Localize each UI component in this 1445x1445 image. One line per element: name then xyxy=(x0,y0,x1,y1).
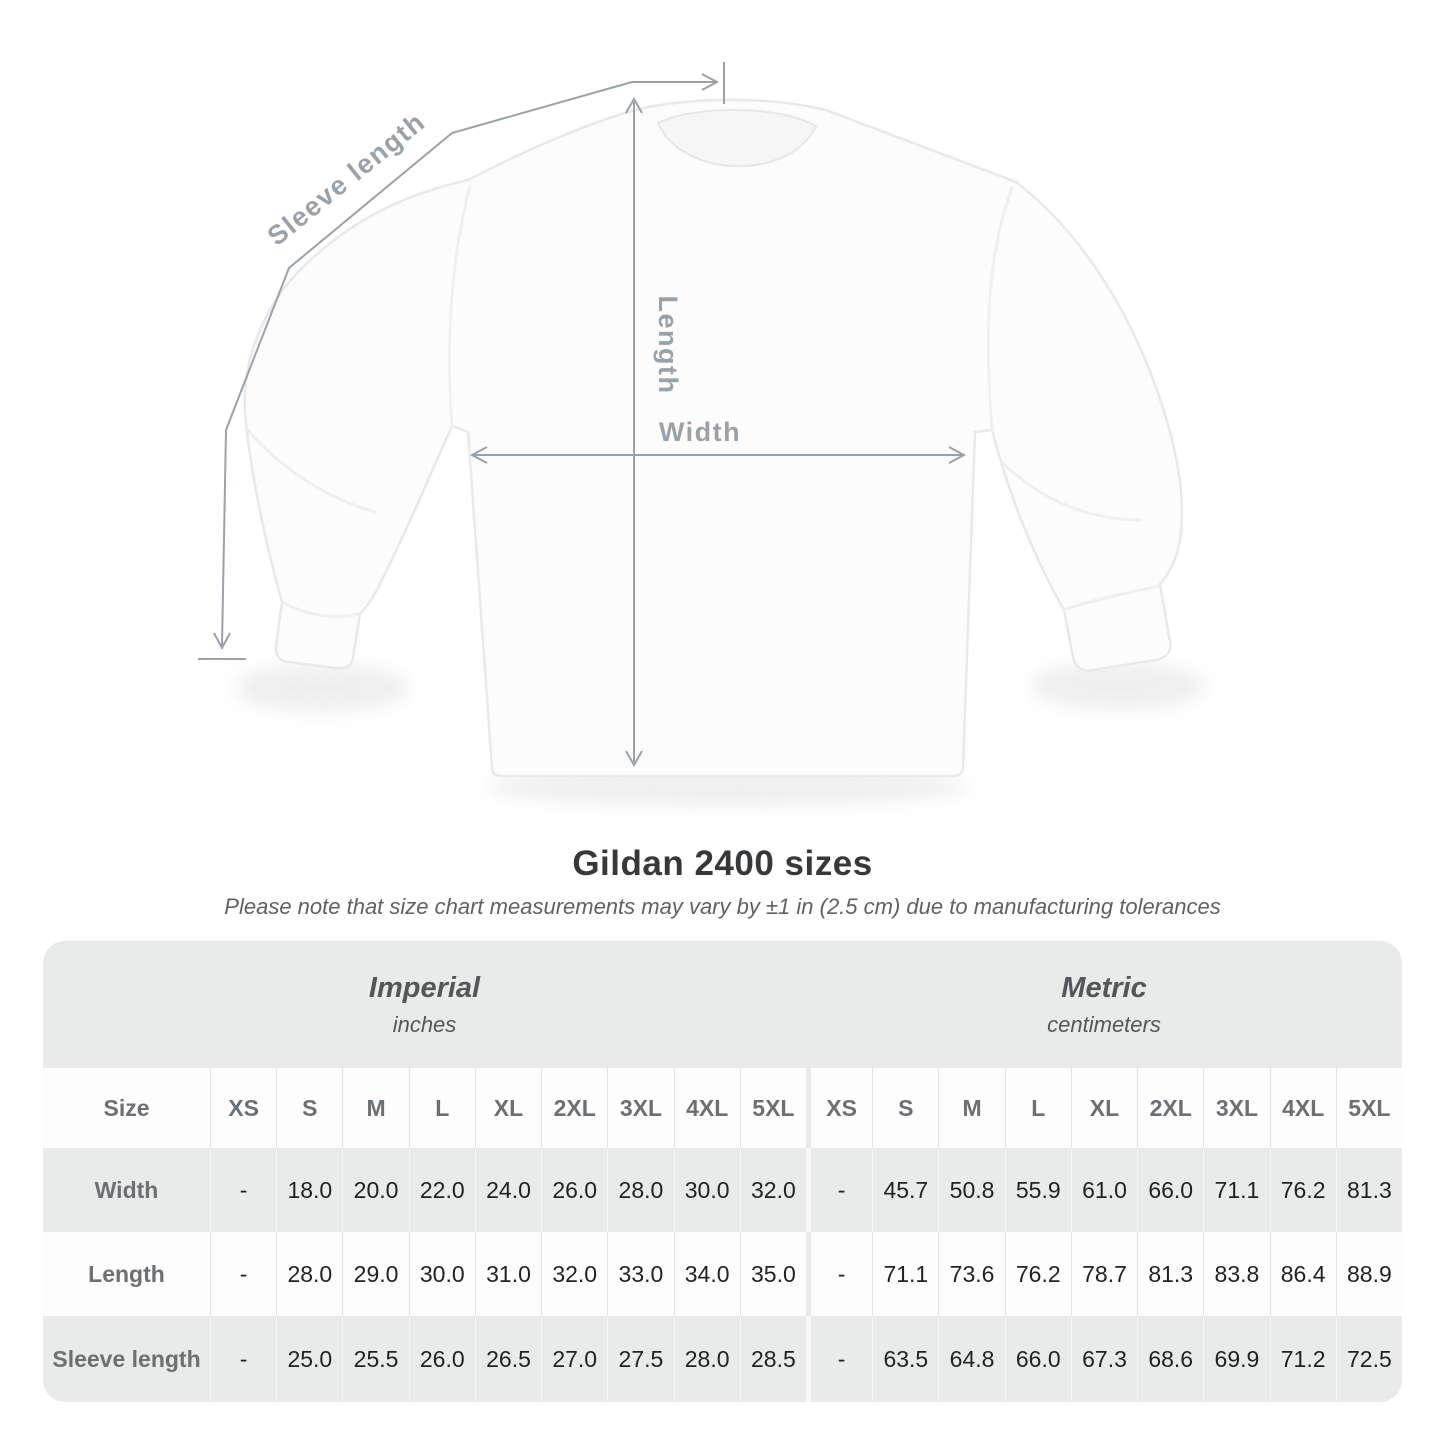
size-header: S xyxy=(276,1068,342,1148)
size-header: M xyxy=(938,1068,1004,1148)
width-label: Width xyxy=(659,417,741,447)
value-cell: 31.0 xyxy=(474,1232,541,1316)
value-cell: - xyxy=(805,1148,872,1232)
value-cell: 69.9 xyxy=(1203,1316,1269,1402)
value-cell: 81.3 xyxy=(1137,1232,1203,1316)
size-header: 2XL xyxy=(541,1068,607,1148)
value-cell: 35.0 xyxy=(739,1232,806,1316)
value-cell: 25.5 xyxy=(342,1316,408,1402)
value-cell: 50.8 xyxy=(938,1148,1004,1232)
value-cell: 71.1 xyxy=(872,1232,938,1316)
metric-unit-label: centimeters xyxy=(1047,1011,1161,1037)
table-row-length: Length - 28.0 29.0 30.0 31.0 32.0 33.0 3… xyxy=(43,1232,1402,1316)
shirt-measurement-diagram: Sleeve length Length Width xyxy=(198,62,1206,806)
page-title: Gildan 2400 sizes xyxy=(572,844,873,883)
size-header: XL xyxy=(474,1068,541,1148)
value-cell: - xyxy=(805,1232,872,1316)
value-cell: 55.9 xyxy=(1004,1148,1071,1232)
size-header: 2XL xyxy=(1137,1068,1203,1148)
value-cell: 68.6 xyxy=(1137,1316,1203,1402)
size-header: 4XL xyxy=(1269,1068,1336,1148)
value-cell: 66.0 xyxy=(1004,1316,1071,1402)
value-cell: 24.0 xyxy=(474,1148,541,1232)
value-cell: 61.0 xyxy=(1070,1148,1137,1232)
size-header: XS xyxy=(210,1068,276,1148)
tolerance-note: Please note that size chart measurements… xyxy=(224,894,1221,919)
size-header: L xyxy=(1004,1068,1071,1148)
value-cell: 64.8 xyxy=(938,1316,1004,1402)
value-cell: 26.5 xyxy=(474,1316,541,1402)
value-cell: 83.8 xyxy=(1203,1232,1269,1316)
value-cell: 25.0 xyxy=(276,1316,342,1402)
row-label: Width xyxy=(94,1176,159,1203)
value-cell: 86.4 xyxy=(1269,1232,1336,1316)
value-cell: 18.0 xyxy=(276,1148,342,1232)
value-cell: 88.9 xyxy=(1335,1232,1402,1316)
value-cell: 33.0 xyxy=(607,1232,673,1316)
value-cell: 28.0 xyxy=(276,1232,342,1316)
size-header: M xyxy=(342,1068,408,1148)
value-cell: 81.3 xyxy=(1335,1148,1402,1232)
value-cell: 30.0 xyxy=(673,1148,740,1232)
imperial-unit-label: inches xyxy=(392,1011,457,1037)
size-table: Imperial inches Metric centimeters Size … xyxy=(43,941,1402,1402)
value-cell: 28.5 xyxy=(739,1316,806,1402)
imperial-label: Imperial xyxy=(368,971,481,1004)
size-header: 4XL xyxy=(673,1068,740,1148)
value-cell: 28.0 xyxy=(607,1148,673,1232)
value-cell: 71.2 xyxy=(1269,1316,1336,1402)
row-label: Length xyxy=(88,1260,165,1287)
size-header: 3XL xyxy=(607,1068,673,1148)
metric-label: Metric xyxy=(1061,971,1147,1004)
value-cell: - xyxy=(210,1232,276,1316)
value-cell: 73.6 xyxy=(938,1232,1004,1316)
value-cell: 71.1 xyxy=(1203,1148,1269,1232)
value-cell: 34.0 xyxy=(673,1232,740,1316)
size-header: XS xyxy=(805,1068,872,1148)
metric-group-header: Metric centimeters xyxy=(806,941,1402,1068)
value-cell: 27.0 xyxy=(541,1316,607,1402)
value-cell: 63.5 xyxy=(872,1316,938,1402)
value-cell: 72.5 xyxy=(1335,1316,1402,1402)
value-cell: 27.5 xyxy=(607,1316,673,1402)
size-header: 3XL xyxy=(1203,1068,1269,1148)
value-cell: - xyxy=(210,1148,276,1232)
value-cell: 26.0 xyxy=(408,1316,475,1402)
size-header: L xyxy=(408,1068,475,1148)
fabric-creases xyxy=(246,184,1160,619)
length-measure: Length xyxy=(625,96,683,768)
value-cell: 66.0 xyxy=(1137,1148,1203,1232)
size-column-header: Size xyxy=(103,1094,150,1121)
value-cell: 45.7 xyxy=(872,1148,938,1232)
value-cell: 76.2 xyxy=(1269,1148,1336,1232)
row-label: Sleeve length xyxy=(52,1345,201,1372)
value-cell: 28.0 xyxy=(673,1316,740,1402)
value-cell: 26.0 xyxy=(541,1148,607,1232)
table-row-sleeve-length: Sleeve length - 25.0 25.5 26.0 26.5 27.0… xyxy=(43,1316,1402,1402)
value-cell: 76.2 xyxy=(1004,1232,1071,1316)
unit-groups-row: Imperial inches Metric centimeters xyxy=(43,941,1402,1068)
length-label: Length xyxy=(653,296,683,395)
size-header: S xyxy=(872,1068,938,1148)
value-cell: 67.3 xyxy=(1070,1316,1137,1402)
collar xyxy=(656,108,818,168)
table-row-width: Width - 18.0 20.0 22.0 24.0 26.0 28.0 30… xyxy=(43,1148,1402,1232)
shirt-body xyxy=(243,98,1184,778)
value-cell: 20.0 xyxy=(342,1148,408,1232)
size-header: XL xyxy=(1070,1068,1137,1148)
size-header: 5XL xyxy=(739,1068,806,1148)
value-cell: - xyxy=(210,1316,276,1402)
size-header-row: Size XS S M L XL 2XL 3XL 4XL 5XL XS S M … xyxy=(43,1068,1402,1148)
imperial-group-header: Imperial inches xyxy=(43,941,806,1068)
value-cell: 32.0 xyxy=(739,1148,806,1232)
width-measure: Width xyxy=(469,417,967,464)
value-cell: 22.0 xyxy=(408,1148,475,1232)
value-cell: 32.0 xyxy=(541,1232,607,1316)
value-cell: 30.0 xyxy=(408,1232,475,1316)
value-cell: - xyxy=(805,1316,872,1402)
value-cell: 29.0 xyxy=(342,1232,408,1316)
value-cell: 78.7 xyxy=(1070,1232,1137,1316)
size-header: 5XL xyxy=(1335,1068,1402,1148)
